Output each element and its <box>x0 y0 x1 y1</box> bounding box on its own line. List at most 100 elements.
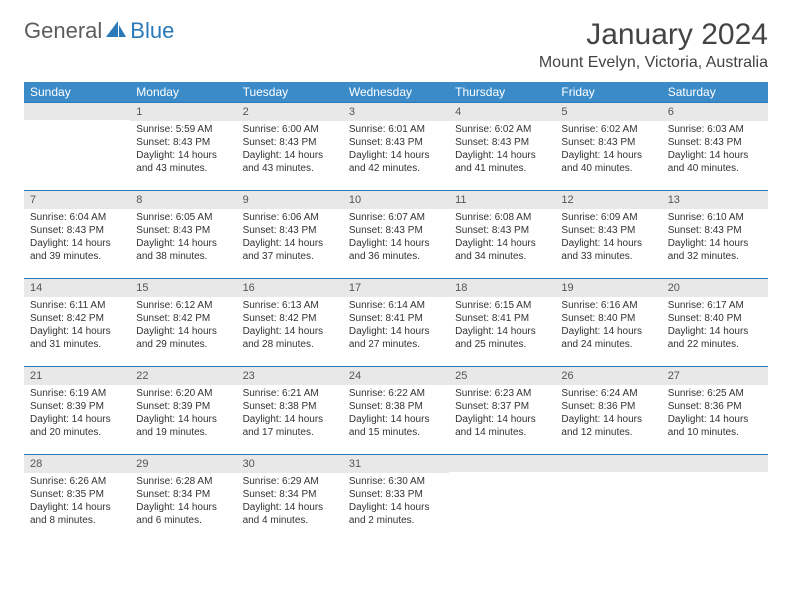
day-number-empty <box>449 455 555 472</box>
calendar-cell: 10Sunrise: 6:07 AMSunset: 8:43 PMDayligh… <box>343 191 449 279</box>
sunset-line: Sunset: 8:42 PM <box>30 312 124 325</box>
logo-text-blue: Blue <box>130 18 174 44</box>
day-content: Sunrise: 6:17 AMSunset: 8:40 PMDaylight:… <box>662 297 768 357</box>
daylight-line: Daylight: 14 hours and 4 minutes. <box>243 501 337 527</box>
daylight-line: Daylight: 14 hours and 29 minutes. <box>136 325 230 351</box>
day-number: 4 <box>449 103 555 121</box>
sunrise-line: Sunrise: 6:09 AM <box>561 211 655 224</box>
day-number: 30 <box>237 455 343 473</box>
daylight-line: Daylight: 14 hours and 14 minutes. <box>455 413 549 439</box>
sunset-line: Sunset: 8:43 PM <box>136 224 230 237</box>
sunset-line: Sunset: 8:43 PM <box>455 224 549 237</box>
day-content: Sunrise: 6:09 AMSunset: 8:43 PMDaylight:… <box>555 209 661 269</box>
day-number: 26 <box>555 367 661 385</box>
daylight-line: Daylight: 14 hours and 15 minutes. <box>349 413 443 439</box>
title-block: January 2024 Mount Evelyn, Victoria, Aus… <box>539 18 768 72</box>
sunrise-line: Sunrise: 6:08 AM <box>455 211 549 224</box>
calendar-cell: 5Sunrise: 6:02 AMSunset: 8:43 PMDaylight… <box>555 103 661 191</box>
sunrise-line: Sunrise: 6:06 AM <box>243 211 337 224</box>
day-number: 16 <box>237 279 343 297</box>
sunrise-line: Sunrise: 6:21 AM <box>243 387 337 400</box>
day-number: 19 <box>555 279 661 297</box>
sunrise-line: Sunrise: 6:12 AM <box>136 299 230 312</box>
sunrise-line: Sunrise: 6:00 AM <box>243 123 337 136</box>
header: General Blue January 2024 Mount Evelyn, … <box>24 18 768 72</box>
sunset-line: Sunset: 8:37 PM <box>455 400 549 413</box>
sunrise-line: Sunrise: 6:10 AM <box>668 211 762 224</box>
daylight-line: Daylight: 14 hours and 25 minutes. <box>455 325 549 351</box>
calendar-week: 21Sunrise: 6:19 AMSunset: 8:39 PMDayligh… <box>24 367 768 455</box>
day-number: 6 <box>662 103 768 121</box>
sunset-line: Sunset: 8:42 PM <box>243 312 337 325</box>
weekday-header: Wednesday <box>343 82 449 103</box>
calendar-cell: 4Sunrise: 6:02 AMSunset: 8:43 PMDaylight… <box>449 103 555 191</box>
calendar-cell: 16 Sunrise: 6:13 AMSunset: 8:42 PMDayligh… <box>237 279 343 367</box>
day-number: 20 <box>662 279 768 297</box>
daylight-line: Daylight: 14 hours and 41 minutes. <box>455 149 549 175</box>
calendar-cell: 18Sunrise: 6:15 AMSunset: 8:41 PMDayligh… <box>449 279 555 367</box>
day-content: Sunrise: 6:06 AMSunset: 8:43 PMDaylight:… <box>237 209 343 269</box>
sunrise-line: Sunrise: 6:15 AM <box>455 299 549 312</box>
calendar-cell <box>449 455 555 543</box>
day-number: 14 <box>24 279 130 297</box>
daylight-line: Daylight: 14 hours and 37 minutes. <box>243 237 337 263</box>
sunrise-line: Sunrise: 6:07 AM <box>349 211 443 224</box>
calendar-cell: 30Sunrise: 6:29 AMSunset: 8:34 PMDayligh… <box>237 455 343 543</box>
daylight-line: Daylight: 14 hours and 22 minutes. <box>668 325 762 351</box>
sunrise-line: Sunrise: 6:13 AM <box>243 299 337 312</box>
day-number: 24 <box>343 367 449 385</box>
calendar-cell <box>662 455 768 543</box>
sunset-line: Sunset: 8:43 PM <box>349 224 443 237</box>
sunset-line: Sunset: 8:43 PM <box>668 136 762 149</box>
sunset-line: Sunset: 8:36 PM <box>561 400 655 413</box>
day-number: 5 <box>555 103 661 121</box>
day-number: 21 <box>24 367 130 385</box>
calendar-cell: 26Sunrise: 6:24 AMSunset: 8:36 PMDayligh… <box>555 367 661 455</box>
sunset-line: Sunset: 8:38 PM <box>349 400 443 413</box>
sunrise-line: Sunrise: 6:23 AM <box>455 387 549 400</box>
day-number: 27 <box>662 367 768 385</box>
day-number: 23 <box>237 367 343 385</box>
calendar-cell: 17Sunrise: 6:14 AMSunset: 8:41 PMDayligh… <box>343 279 449 367</box>
daylight-line: Daylight: 14 hours and 28 minutes. <box>243 325 337 351</box>
weekday-header: Thursday <box>449 82 555 103</box>
calendar-week: 28Sunrise: 6:26 AMSunset: 8:35 PMDayligh… <box>24 455 768 543</box>
sunrise-line: Sunrise: 6:28 AM <box>136 475 230 488</box>
sunset-line: Sunset: 8:43 PM <box>136 136 230 149</box>
sunset-line: Sunset: 8:41 PM <box>349 312 443 325</box>
sunset-line: Sunset: 8:34 PM <box>243 488 337 501</box>
day-content: Sunrise: 6:05 AMSunset: 8:43 PMDaylight:… <box>130 209 236 269</box>
day-content: Sunrise: 6:26 AMSunset: 8:35 PMDaylight:… <box>24 473 130 533</box>
calendar-cell: 20Sunrise: 6:17 AMSunset: 8:40 PMDayligh… <box>662 279 768 367</box>
logo: General Blue <box>24 18 174 44</box>
daylight-line: Daylight: 14 hours and 2 minutes. <box>349 501 443 527</box>
day-number: 12 <box>555 191 661 209</box>
calendar-cell: 22Sunrise: 6:20 AMSunset: 8:39 PMDayligh… <box>130 367 236 455</box>
sunrise-line: Sunrise: 6:11 AM <box>30 299 124 312</box>
day-number: 9 <box>237 191 343 209</box>
sunrise-line: Sunrise: 6:25 AM <box>668 387 762 400</box>
daylight-line: Daylight: 14 hours and 8 minutes. <box>30 501 124 527</box>
daylight-line: Daylight: 14 hours and 6 minutes. <box>136 501 230 527</box>
daylight-line: Daylight: 14 hours and 31 minutes. <box>30 325 124 351</box>
sunset-line: Sunset: 8:40 PM <box>668 312 762 325</box>
calendar-cell: 28Sunrise: 6:26 AMSunset: 8:35 PMDayligh… <box>24 455 130 543</box>
sunset-line: Sunset: 8:38 PM <box>243 400 337 413</box>
weekday-header: Monday <box>130 82 236 103</box>
calendar-cell <box>24 103 130 191</box>
daylight-line: Daylight: 14 hours and 17 minutes. <box>243 413 337 439</box>
sunset-line: Sunset: 8:43 PM <box>243 136 337 149</box>
sunrise-line: Sunrise: 6:24 AM <box>561 387 655 400</box>
day-number-empty <box>24 103 130 120</box>
calendar-cell: 7Sunrise: 6:04 AMSunset: 8:43 PMDaylight… <box>24 191 130 279</box>
day-content: Sunrise: 6:00 AMSunset: 8:43 PMDaylight:… <box>237 121 343 181</box>
sunrise-line: Sunrise: 6:16 AM <box>561 299 655 312</box>
calendar-cell: 27Sunrise: 6:25 AMSunset: 8:36 PMDayligh… <box>662 367 768 455</box>
sunset-line: Sunset: 8:43 PM <box>668 224 762 237</box>
day-content: Sunrise: 6:25 AMSunset: 8:36 PMDaylight:… <box>662 385 768 445</box>
calendar-cell: 12Sunrise: 6:09 AMSunset: 8:43 PMDayligh… <box>555 191 661 279</box>
sunset-line: Sunset: 8:39 PM <box>136 400 230 413</box>
calendar-cell: 24Sunrise: 6:22 AMSunset: 8:38 PMDayligh… <box>343 367 449 455</box>
sail-icon <box>104 19 128 44</box>
day-content: Sunrise: 6:21 AMSunset: 8:38 PMDaylight:… <box>237 385 343 445</box>
